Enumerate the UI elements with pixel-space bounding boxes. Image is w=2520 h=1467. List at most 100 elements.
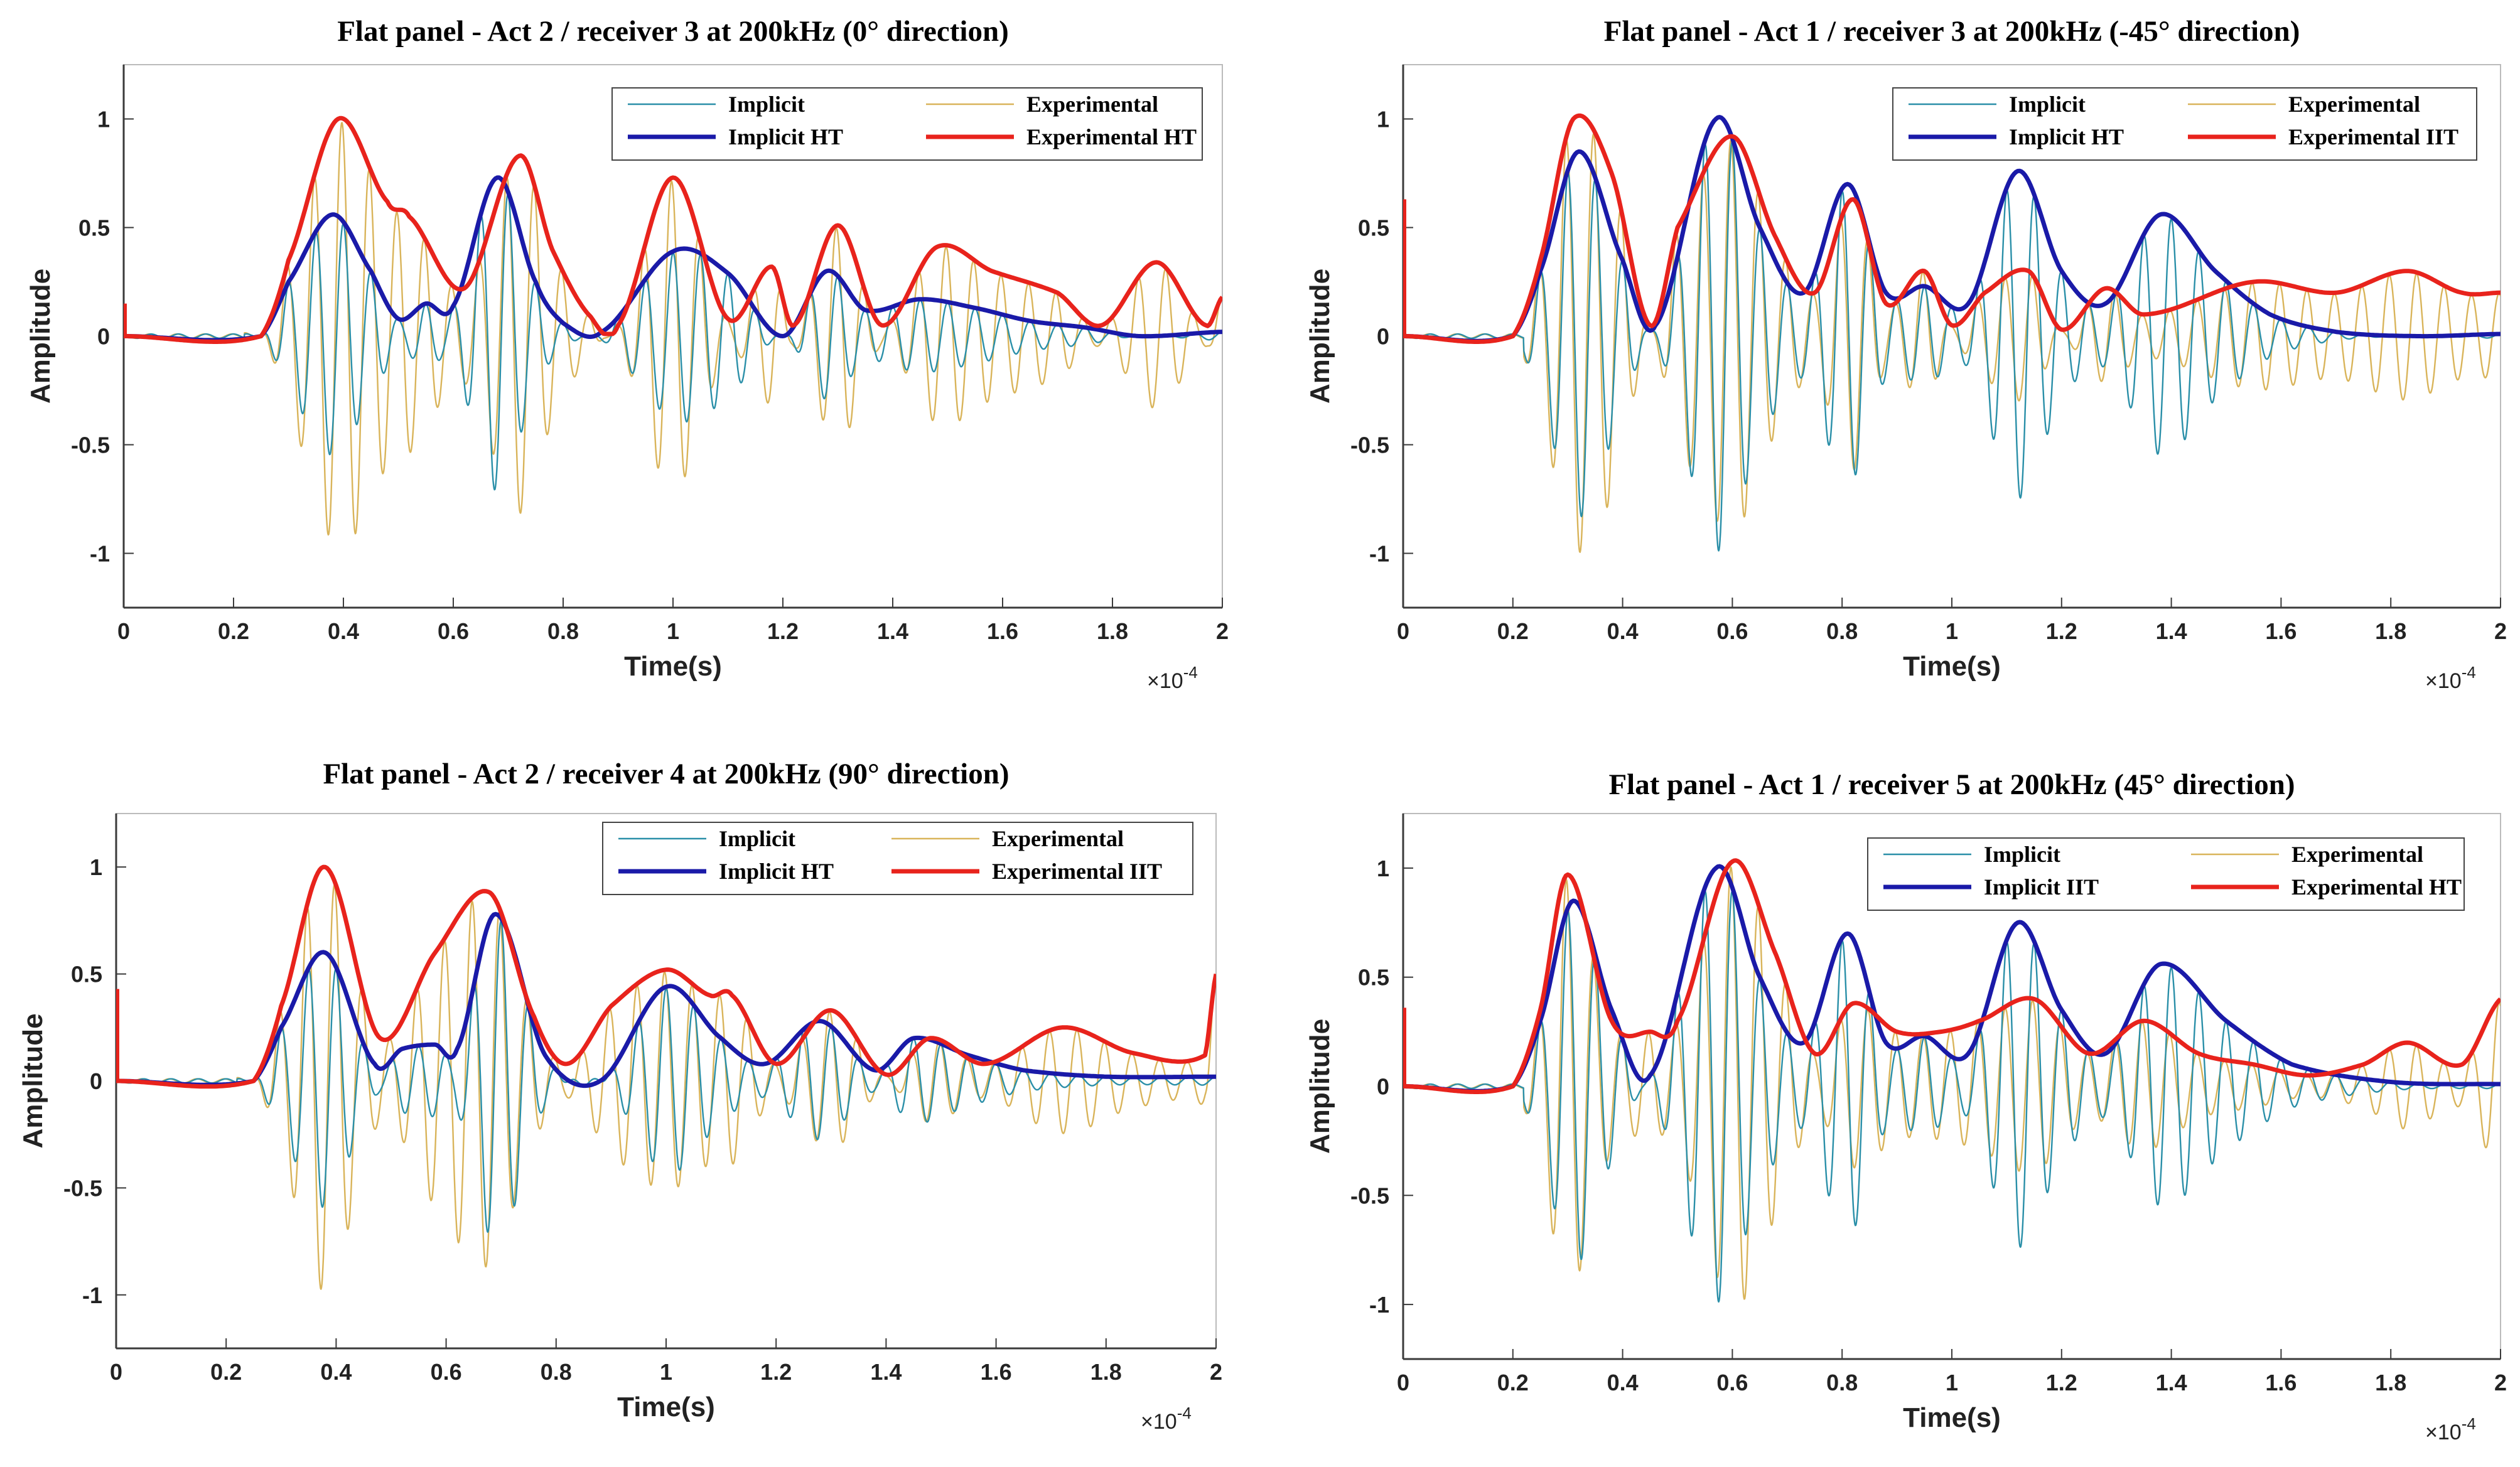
x-tick-label: 1 <box>1946 618 1958 644</box>
plot-series-group <box>124 116 1222 536</box>
x-multiplier-exponent: -4 <box>2462 663 2476 682</box>
legend-implicit-label: Implicit <box>2009 92 2086 117</box>
implicit-ht-envelope-line <box>124 175 1222 343</box>
legend-box <box>1892 87 2477 161</box>
x-tick-label: 1.6 <box>981 1359 1012 1385</box>
legend-box <box>602 822 1193 895</box>
legend-experimental-label: Experimental <box>2288 92 2420 117</box>
x-tick-label: 0.2 <box>1497 618 1529 644</box>
x-tick-label: 0.4 <box>328 618 359 644</box>
x-tick-label: 1.6 <box>987 618 1018 644</box>
x-tick-label: 1.2 <box>2046 618 2077 644</box>
y-tick-label: -0.5 <box>1350 1183 1389 1208</box>
x-tick-label: 1.6 <box>2265 618 2297 644</box>
y-tick-label: 0.5 <box>78 215 110 241</box>
legend-implicit-ht-label: Implicit HT <box>2009 124 2124 149</box>
x-multiplier: ×10-4 <box>1147 663 1198 693</box>
x-axis-label: Time(s) <box>617 1392 715 1422</box>
x-multiplier-exponent: -4 <box>1183 663 1198 682</box>
x-tick-label: 0.2 <box>218 618 249 644</box>
chart-panel-act2-receiver4: Flat panel - Act 2 / receiver 4 at 200kH… <box>18 758 1222 1434</box>
chart-title: Flat panel - Act 2 / receiver 3 at 200kH… <box>337 15 1009 48</box>
x-tick-label: 0.8 <box>547 618 579 644</box>
x-tick-label: 0.8 <box>1826 618 1858 644</box>
x-tick-label: 0.2 <box>1497 1370 1529 1395</box>
y-tick-label: 0 <box>90 1068 102 1094</box>
y-tick-label: -0.5 <box>71 433 110 458</box>
y-tick-label: 1 <box>1377 107 1389 132</box>
x-tick-label: 0.6 <box>431 1359 462 1385</box>
x-tick-label: 0.6 <box>1716 618 1748 644</box>
x-multiplier: ×10-4 <box>2425 663 2476 693</box>
legend-implicit-label: Implicit <box>1984 842 2060 867</box>
legend-experimental-ht-label: Experimental HT <box>1026 124 1197 149</box>
x-tick-label: 0.2 <box>210 1359 242 1385</box>
x-tick-label: 1.2 <box>760 1359 792 1385</box>
legend-experimental-ht-label: Experimental IIT <box>2288 124 2458 149</box>
experimental-ht-envelope-line <box>124 116 1222 344</box>
x-tick-label: 2 <box>2494 1370 2507 1395</box>
x-tick-label: 1.2 <box>767 618 799 644</box>
x-tick-label: 0.6 <box>438 618 469 644</box>
x-tick-label: 0 <box>1397 618 1409 644</box>
y-tick-label: 0.5 <box>1358 215 1389 241</box>
y-axis-label: Amplitude <box>1305 269 1335 404</box>
x-tick-label: 0.4 <box>1607 1370 1639 1395</box>
y-axis-label: Amplitude <box>18 1013 48 1148</box>
x-tick-label: 1.8 <box>1090 1359 1122 1385</box>
y-axis-label: Amplitude <box>1305 1019 1335 1154</box>
x-tick-label: 0.4 <box>320 1359 352 1385</box>
experimental-ht-envelope-line <box>1403 113 2501 344</box>
legend-implicit-ht-label: Implicit HT <box>719 859 834 884</box>
experimental-ht-envelope-line <box>116 864 1216 1089</box>
y-tick-label: -1 <box>1369 1292 1389 1318</box>
chart-panel-act2-receiver3: Flat panel - Act 2 / receiver 3 at 200kH… <box>25 15 1229 693</box>
chart-panel-act1-receiver3: Flat panel - Act 1 / receiver 3 at 200kH… <box>1305 15 2507 693</box>
y-tick-label: 1 <box>1377 856 1389 881</box>
x-tick-label: 2 <box>1210 1359 1222 1385</box>
y-tick-label: 1 <box>90 854 102 880</box>
legend-experimental-label: Experimental <box>992 826 1124 851</box>
x-tick-label: 1 <box>1946 1370 1958 1395</box>
x-tick-label: 0 <box>110 1359 122 1385</box>
x-tick-label: 1.4 <box>870 1359 902 1385</box>
legend-experimental-ht-label: Experimental HT <box>2291 874 2462 900</box>
legend: Implicit Experimental Implicit IIT Experime… <box>1867 837 2465 911</box>
y-tick-label: -1 <box>1369 541 1389 567</box>
legend: Implicit Experimental Implicit HT Experimen… <box>1892 87 2477 161</box>
x-tick-label: 0.6 <box>1716 1370 1748 1395</box>
y-tick-label: 0.5 <box>1358 965 1389 991</box>
implicit-ht-envelope-line <box>116 911 1216 1088</box>
y-tick-label: 0 <box>97 324 110 350</box>
legend-box <box>611 87 1203 161</box>
x-tick-label: 1.4 <box>2156 1370 2187 1395</box>
chart-title: Flat panel - Act 2 / receiver 4 at 200kH… <box>323 758 1009 790</box>
y-tick-label: -0.5 <box>63 1175 102 1201</box>
y-tick-label: 0 <box>1377 324 1389 350</box>
x-tick-label: 0 <box>1397 1370 1409 1395</box>
x-axis-label: Time(s) <box>1903 651 2001 682</box>
y-axis-label: Amplitude <box>25 269 56 404</box>
y-tick-label: 1 <box>97 107 110 132</box>
x-multiplier: ×10-4 <box>1141 1404 1192 1434</box>
implicit-ht-envelope-line <box>1403 115 2501 343</box>
plot-series-group <box>1403 858 2501 1303</box>
x-tick-label: 1.2 <box>2046 1370 2077 1395</box>
x-multiplier-exponent: -4 <box>2462 1414 2476 1433</box>
x-tick-label: 0.8 <box>541 1359 572 1385</box>
x-multiplier: ×10-4 <box>2425 1414 2476 1444</box>
experimental-signal-line <box>116 884 1216 1290</box>
legend-implicit-ht-label: Implicit HT <box>728 124 843 149</box>
x-tick-label: 1.8 <box>2375 1370 2406 1395</box>
legend-experimental-ht-label: Experimental IIT <box>992 859 1162 884</box>
y-tick-label: -1 <box>82 1282 102 1308</box>
legend-implicit-label: Implicit <box>728 92 805 117</box>
x-tick-label: 2 <box>2494 618 2507 644</box>
y-tick-label: 0.5 <box>71 962 102 987</box>
x-multiplier-exponent: -4 <box>1177 1404 1192 1422</box>
x-tick-label: 1.4 <box>877 618 908 644</box>
plot-series-group <box>1403 113 2501 553</box>
x-tick-label: 1.6 <box>2265 1370 2297 1395</box>
y-tick-label: -0.5 <box>1350 433 1389 458</box>
